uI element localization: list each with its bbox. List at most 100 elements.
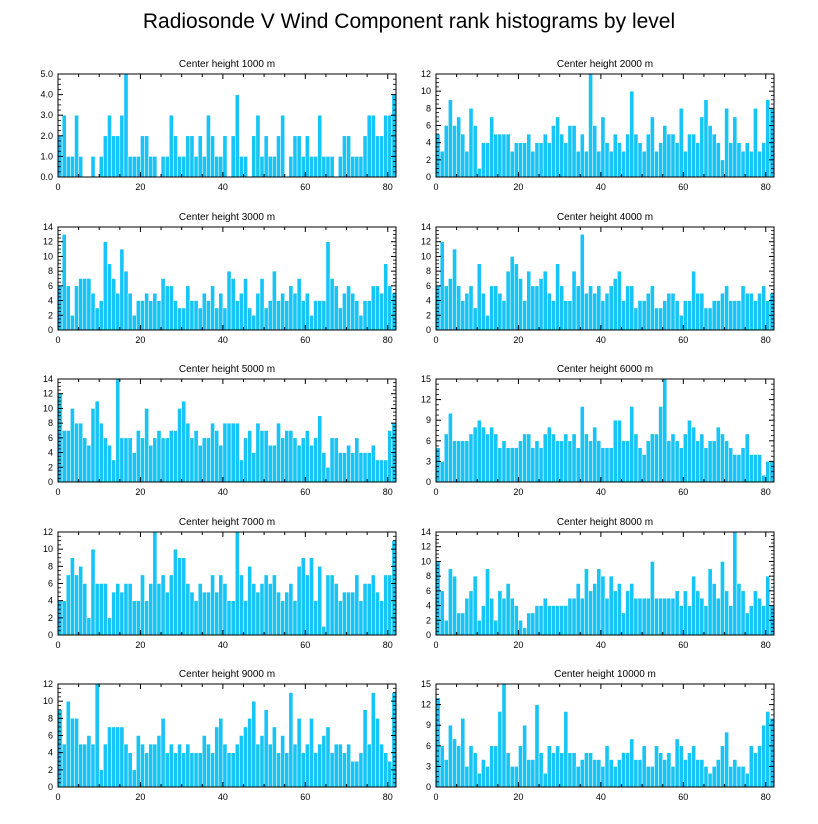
y-tick-label: 15 <box>421 374 431 384</box>
histogram-bar <box>559 440 565 483</box>
histogram-bar <box>230 278 236 331</box>
y-tick-label: 4 <box>48 748 53 758</box>
y-tick-label: 0.0 <box>40 172 53 182</box>
histogram-bar <box>645 292 651 331</box>
histogram-bar <box>489 745 494 788</box>
histogram-bar <box>358 315 364 331</box>
histogram-bar <box>765 99 771 178</box>
histogram-bar <box>476 168 482 178</box>
histogram-bar <box>443 433 449 483</box>
histogram-bar <box>732 116 738 178</box>
histogram-bar <box>600 766 606 788</box>
histogram-bar <box>481 426 486 483</box>
histogram-bar <box>115 292 121 331</box>
histogram-bar <box>70 557 75 636</box>
histogram-bar <box>625 590 630 636</box>
histogram-bar <box>321 300 327 331</box>
histogram-bar <box>247 430 252 483</box>
histogram-bar <box>687 300 692 331</box>
y-tick-label: 10 <box>421 86 431 96</box>
histogram-bar <box>169 574 174 636</box>
histogram-bar <box>140 437 145 483</box>
histogram-bar <box>481 292 486 331</box>
histogram-bar <box>123 583 129 636</box>
histogram-bar <box>362 300 368 331</box>
x-tick-label: 60 <box>678 640 688 650</box>
histogram-bar <box>443 620 449 636</box>
y-tick-label: 14 <box>43 374 53 384</box>
histogram-bar <box>103 583 108 636</box>
histogram-bar <box>724 285 729 331</box>
histogram-bar <box>292 437 298 483</box>
histogram-bar <box>468 108 474 178</box>
histogram-bar <box>707 307 713 331</box>
histogram-bar <box>358 600 364 636</box>
histogram-bar <box>140 574 145 636</box>
histogram-bar <box>452 125 457 178</box>
histogram-bar <box>580 759 585 788</box>
histogram-bar <box>485 766 490 788</box>
histogram-bar <box>115 378 121 483</box>
histogram-bar <box>678 315 684 331</box>
histogram-bar <box>243 156 248 178</box>
histogram-bar <box>584 433 589 483</box>
histogram-bar <box>280 735 285 788</box>
histogram-bar <box>383 574 389 636</box>
histogram-bar <box>493 433 499 483</box>
histogram-bar <box>695 142 701 178</box>
histogram-bar <box>662 300 668 331</box>
histogram-bar <box>346 285 351 331</box>
histogram-bar <box>658 752 663 788</box>
histogram-bar <box>214 591 220 636</box>
histogram-bar <box>202 292 207 331</box>
histogram-bar <box>276 422 281 483</box>
histogram-bar <box>127 292 133 331</box>
histogram-bar <box>300 156 306 178</box>
histogram-bar <box>185 135 191 178</box>
histogram-bar <box>637 597 643 636</box>
histogram-bar <box>309 444 314 483</box>
histogram-bar <box>695 292 701 331</box>
histogram-bar <box>305 430 310 483</box>
histogram-bar <box>94 683 100 788</box>
histogram-bar <box>645 597 651 636</box>
histogram-bar <box>255 114 261 178</box>
histogram-bar <box>144 752 149 788</box>
histogram-bar <box>724 590 729 636</box>
histogram-bar <box>148 444 154 483</box>
histogram-bar <box>123 437 129 483</box>
histogram-bar <box>567 300 573 331</box>
histogram-bar <box>338 600 343 636</box>
histogram-bar <box>443 759 449 788</box>
y-tick-label: 4.0 <box>40 90 53 100</box>
histogram-bar <box>575 447 581 483</box>
histogram-bar <box>288 583 294 636</box>
histogram-bar <box>292 292 298 331</box>
histogram-bar <box>707 440 713 483</box>
histogram-bar <box>177 743 182 788</box>
histogram-bar <box>514 263 519 331</box>
histogram-bar <box>379 600 384 636</box>
histogram-bar <box>604 292 610 331</box>
histogram-bar <box>695 590 701 636</box>
histogram-bar <box>658 142 663 178</box>
x-tick-label: 0 <box>55 487 60 497</box>
histogram-bar <box>206 437 211 483</box>
histogram-bar <box>625 440 630 483</box>
histogram-bar <box>476 773 482 788</box>
histogram-bar <box>464 440 470 483</box>
histogram-bar <box>342 752 347 788</box>
histogram-bar <box>90 292 96 331</box>
histogram-bar <box>683 300 688 331</box>
histogram-bar <box>584 752 589 788</box>
histogram-bar <box>497 133 503 178</box>
histogram-bar <box>300 437 306 483</box>
histogram-bar <box>189 300 195 331</box>
histogram-bar <box>342 135 347 178</box>
histogram-bar <box>333 437 339 483</box>
histogram-bar <box>452 248 457 331</box>
histogram-bar <box>239 459 244 483</box>
histogram-bar <box>514 766 519 788</box>
histogram-bar <box>239 574 244 636</box>
histogram-bar <box>724 108 729 178</box>
